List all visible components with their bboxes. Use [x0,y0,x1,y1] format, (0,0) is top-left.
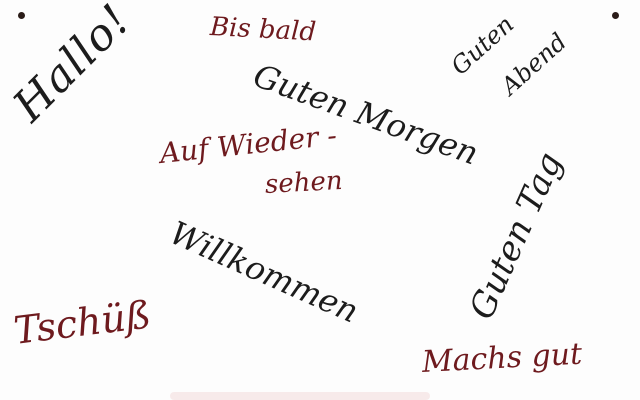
word-auf-wiedersehen-line1: Auf Wieder - [158,118,339,170]
pin-dot-left [18,12,25,19]
word-hallo: Hallo! [3,0,141,132]
word-machs-gut: Machs gut [421,336,583,380]
word-auf-wiedersehen-line2: sehen [264,165,344,200]
word-guten-tag: Guten Tag [461,146,571,326]
word-bis-bald: Bis bald [209,12,317,48]
word-tschuess: Tschüß [11,292,154,353]
marker-smudge [170,392,430,400]
word-willkommen: Willkommen [164,213,365,331]
pin-dot-right [612,12,619,19]
